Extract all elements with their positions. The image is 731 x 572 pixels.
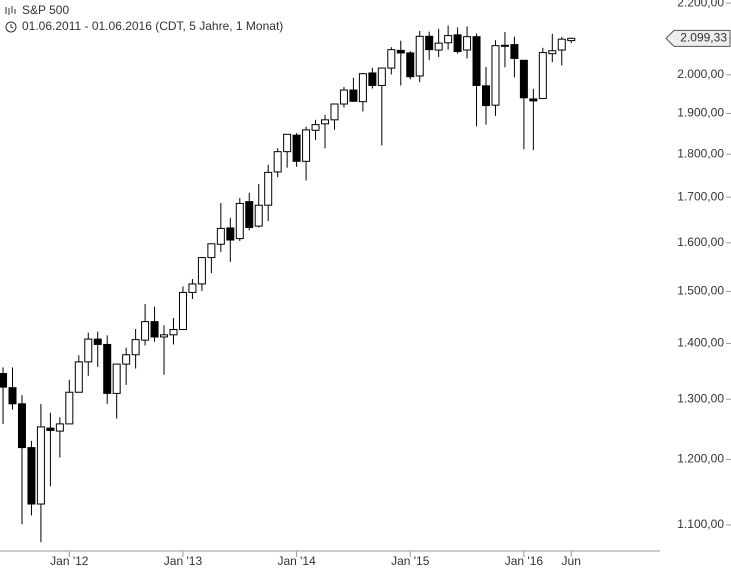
candle-body: [27, 447, 36, 505]
candle-body: [406, 52, 415, 78]
candle-body: [226, 227, 235, 241]
x-tick-label: Jun: [562, 554, 581, 568]
candle-body: [254, 204, 263, 227]
y-tick-label: 1.800,00: [677, 146, 724, 160]
chart-subtitle: 01.06.2011 - 01.06.2016 (CDT, 5 Jahre, 1…: [22, 19, 283, 33]
x-tick-label: Jan '16: [505, 554, 544, 568]
candle-body: [188, 283, 197, 293]
candle-body: [538, 52, 547, 100]
y-tick-label: 1.700,00: [677, 189, 724, 203]
y-tick-label: 1.400,00: [677, 336, 724, 350]
candle-body: [368, 72, 377, 86]
candle-body: [510, 44, 519, 59]
x-tick-label: Jan '13: [164, 554, 203, 568]
y-tick-label: 1.600,00: [677, 235, 724, 249]
candle-body: [55, 423, 64, 432]
y-tick-label: 2.200,00: [677, 0, 724, 9]
candle-body: [150, 321, 159, 338]
candle-body: [197, 257, 206, 285]
candle-body: [273, 151, 282, 173]
candle-body: [112, 363, 121, 394]
chart-icon: [5, 6, 16, 15]
candle-body: [178, 291, 187, 331]
candle-body: [302, 129, 311, 162]
candle-body: [311, 124, 320, 131]
candle-body: [207, 243, 216, 259]
candle-body: [349, 89, 358, 102]
y-tick-label: 1.900,00: [677, 106, 724, 120]
candle-body: [103, 343, 112, 394]
y-tick-label: 1.300,00: [677, 391, 724, 405]
candle-body: [122, 354, 131, 365]
candle-body: [216, 227, 225, 245]
chart-title: S&P 500: [22, 3, 69, 17]
y-tick-label: 1.500,00: [677, 284, 724, 298]
x-tick-label: Jan '14: [277, 554, 316, 568]
candle-body: [377, 67, 386, 86]
clock-icon: [5, 21, 17, 33]
candle-body: [548, 50, 557, 55]
y-tick-label: 2.000,00: [677, 67, 724, 81]
candle-body: [387, 49, 396, 69]
candle-body: [557, 38, 566, 51]
candle-body: [434, 42, 443, 51]
candle-body: [339, 89, 348, 105]
candle-body: [444, 35, 453, 44]
candle-body: [74, 361, 83, 393]
candle-body: [264, 171, 273, 206]
y-tick-label: 1.100,00: [677, 517, 724, 531]
candle-body: [84, 338, 93, 363]
candle-body: [65, 391, 74, 425]
price-tag-box: [665, 29, 731, 47]
candle-body: [321, 119, 330, 125]
candle-body: [567, 37, 576, 42]
candle-body: [425, 35, 434, 51]
candle-body: [160, 334, 169, 338]
candle-body: [292, 134, 301, 162]
candle-body: [245, 201, 254, 228]
candle-body: [491, 45, 500, 106]
price-tag-label: 2.099,33: [680, 31, 727, 45]
candle-body: [36, 426, 45, 505]
candle-body: [519, 59, 528, 99]
y-tick-label: 1.200,00: [677, 452, 724, 466]
candle-body: [482, 85, 491, 107]
candle-body: [529, 98, 538, 102]
candle-body: [330, 103, 339, 121]
candle-body: [93, 338, 102, 345]
candle-body: [0, 373, 8, 388]
candle-body: [472, 36, 481, 86]
candle-body: [46, 427, 55, 432]
x-tick-label: Jan '15: [391, 554, 430, 568]
candle-body: [17, 403, 26, 449]
candle-body: [500, 44, 509, 47]
candle-body: [415, 35, 424, 77]
x-tick-label: Jan '12: [50, 554, 89, 568]
candle-body: [8, 387, 17, 405]
candle-body: [358, 73, 367, 103]
candle-body: [396, 49, 405, 54]
candle-body: [131, 339, 140, 356]
candle-body: [283, 133, 292, 153]
candle-body: [463, 36, 472, 51]
candle-body: [141, 321, 150, 341]
candle-body: [169, 329, 178, 336]
candle-body: [235, 202, 244, 240]
candle-body: [453, 34, 462, 52]
